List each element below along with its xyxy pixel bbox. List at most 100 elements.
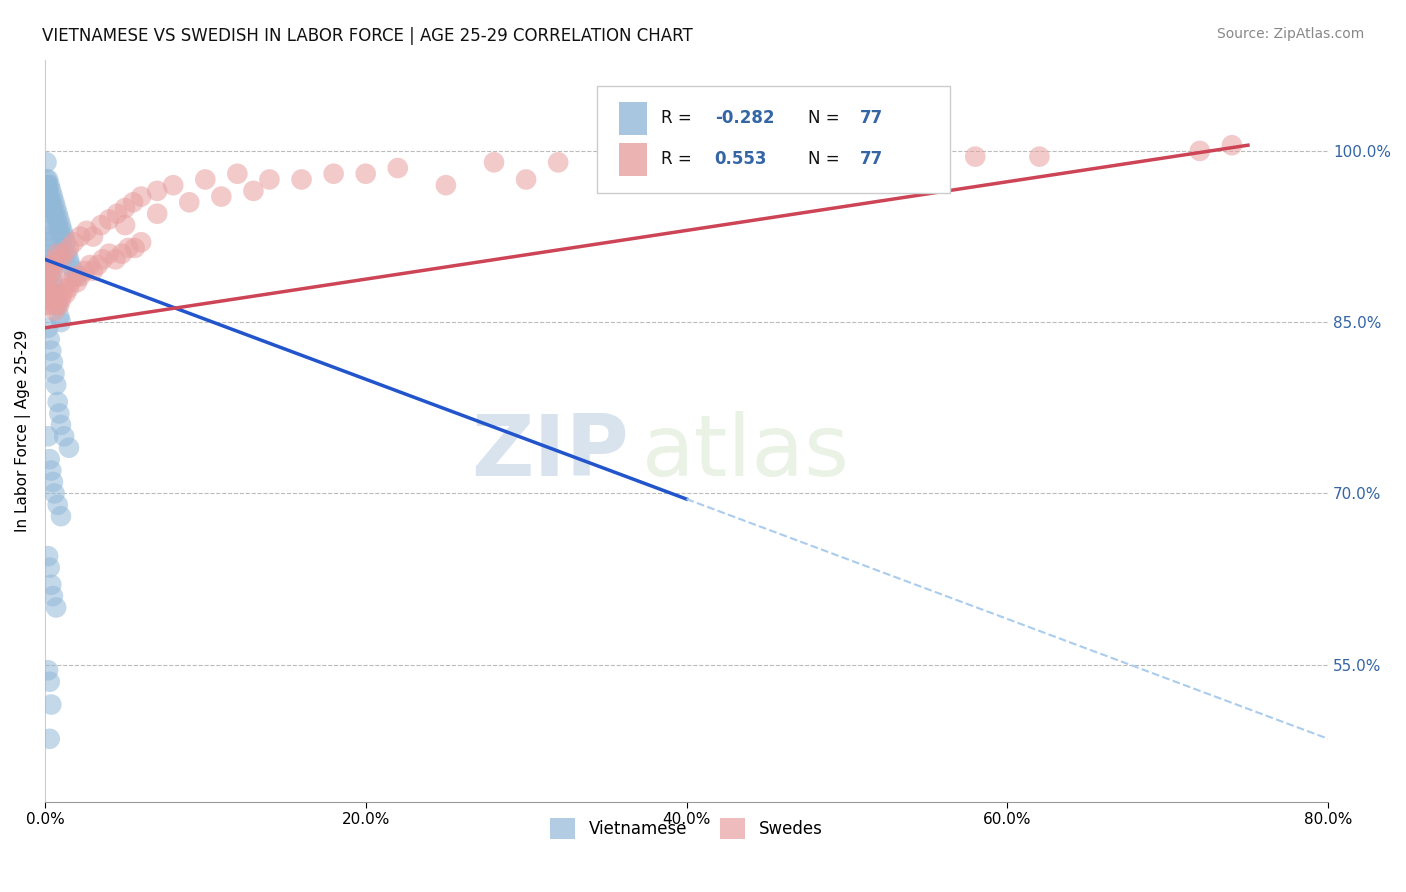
- Point: [35, 286, 58, 301]
- Point: [58, 281, 80, 295]
- Text: VIETNAMESE VS SWEDISH IN LABOR FORCE | AGE 25-29 CORRELATION CHART: VIETNAMESE VS SWEDISH IN LABOR FORCE | A…: [42, 27, 693, 45]
- Point: [62, 269, 84, 284]
- Point: [105, 207, 128, 221]
- Bar: [619, 143, 647, 176]
- Point: [55, 235, 77, 250]
- Point: [42, 264, 65, 278]
- Point: [37, 663, 59, 677]
- Point: [42, 286, 65, 301]
- Text: N =: N =: [808, 150, 839, 168]
- Point: [66, 269, 89, 284]
- Point: [48, 224, 70, 238]
- Text: N =: N =: [808, 109, 839, 128]
- Point: [37, 549, 59, 563]
- Point: [42, 355, 65, 369]
- Point: [37, 293, 59, 307]
- Point: [42, 589, 65, 603]
- Point: [44, 207, 66, 221]
- Point: [73, 264, 96, 278]
- Point: [707, 155, 730, 169]
- Point: [547, 155, 569, 169]
- Point: [46, 218, 69, 232]
- Point: [44, 293, 66, 307]
- Bar: [619, 102, 647, 136]
- Point: [124, 241, 146, 255]
- Point: [482, 155, 505, 169]
- Point: [37, 321, 59, 335]
- Text: 0.553: 0.553: [714, 150, 768, 168]
- Point: [39, 343, 62, 358]
- Text: Source: ZipAtlas.com: Source: ZipAtlas.com: [1216, 27, 1364, 41]
- Point: [38, 195, 60, 210]
- Point: [48, 407, 70, 421]
- Point: [39, 201, 62, 215]
- Point: [38, 286, 60, 301]
- Point: [290, 172, 312, 186]
- Y-axis label: In Labor Force | Age 25-29: In Labor Force | Age 25-29: [15, 329, 31, 532]
- Point: [146, 207, 169, 221]
- Point: [35, 229, 58, 244]
- Point: [35, 275, 58, 289]
- Point: [49, 417, 72, 432]
- Point: [39, 195, 62, 210]
- Text: 77: 77: [859, 150, 883, 168]
- Point: [37, 184, 59, 198]
- Point: [49, 218, 72, 232]
- Point: [58, 241, 80, 255]
- Point: [37, 172, 59, 186]
- Point: [91, 252, 114, 267]
- Legend: Vietnamese, Swedes: Vietnamese, Swedes: [544, 812, 830, 846]
- Point: [44, 367, 66, 381]
- Point: [868, 155, 890, 169]
- Point: [45, 298, 67, 312]
- Point: [35, 155, 58, 169]
- Point: [42, 207, 65, 221]
- Point: [39, 293, 62, 307]
- Point: [104, 252, 127, 267]
- Text: -0.282: -0.282: [714, 109, 775, 128]
- Point: [434, 178, 457, 193]
- Point: [59, 275, 82, 289]
- Point: [37, 224, 59, 238]
- Point: [58, 252, 80, 267]
- Point: [98, 212, 121, 227]
- Point: [259, 172, 281, 186]
- Point: [51, 241, 73, 255]
- Point: [62, 235, 84, 250]
- Point: [46, 395, 69, 409]
- Point: [37, 235, 59, 250]
- Point: [38, 452, 60, 467]
- Point: [42, 258, 65, 272]
- Point: [1028, 150, 1050, 164]
- Point: [35, 178, 58, 193]
- Point: [37, 429, 59, 443]
- Point: [49, 229, 72, 244]
- Point: [37, 281, 59, 295]
- Point: [38, 178, 60, 193]
- Point: [82, 264, 104, 278]
- Point: [39, 464, 62, 478]
- Point: [965, 150, 987, 164]
- Point: [38, 298, 60, 312]
- Point: [45, 293, 67, 307]
- Point: [48, 298, 70, 312]
- Point: [45, 600, 67, 615]
- Point: [35, 218, 58, 232]
- Point: [804, 155, 827, 169]
- Point: [45, 378, 67, 392]
- Point: [209, 189, 232, 203]
- Point: [114, 201, 136, 215]
- Point: [179, 195, 201, 210]
- Point: [49, 293, 72, 307]
- Point: [194, 172, 217, 186]
- Point: [129, 189, 152, 203]
- Point: [46, 293, 69, 307]
- Point: [162, 178, 184, 193]
- Point: [38, 241, 60, 255]
- Point: [44, 303, 66, 318]
- Point: [38, 269, 60, 284]
- Point: [49, 509, 72, 524]
- FancyBboxPatch shape: [596, 86, 949, 194]
- Point: [38, 189, 60, 203]
- Point: [42, 275, 65, 289]
